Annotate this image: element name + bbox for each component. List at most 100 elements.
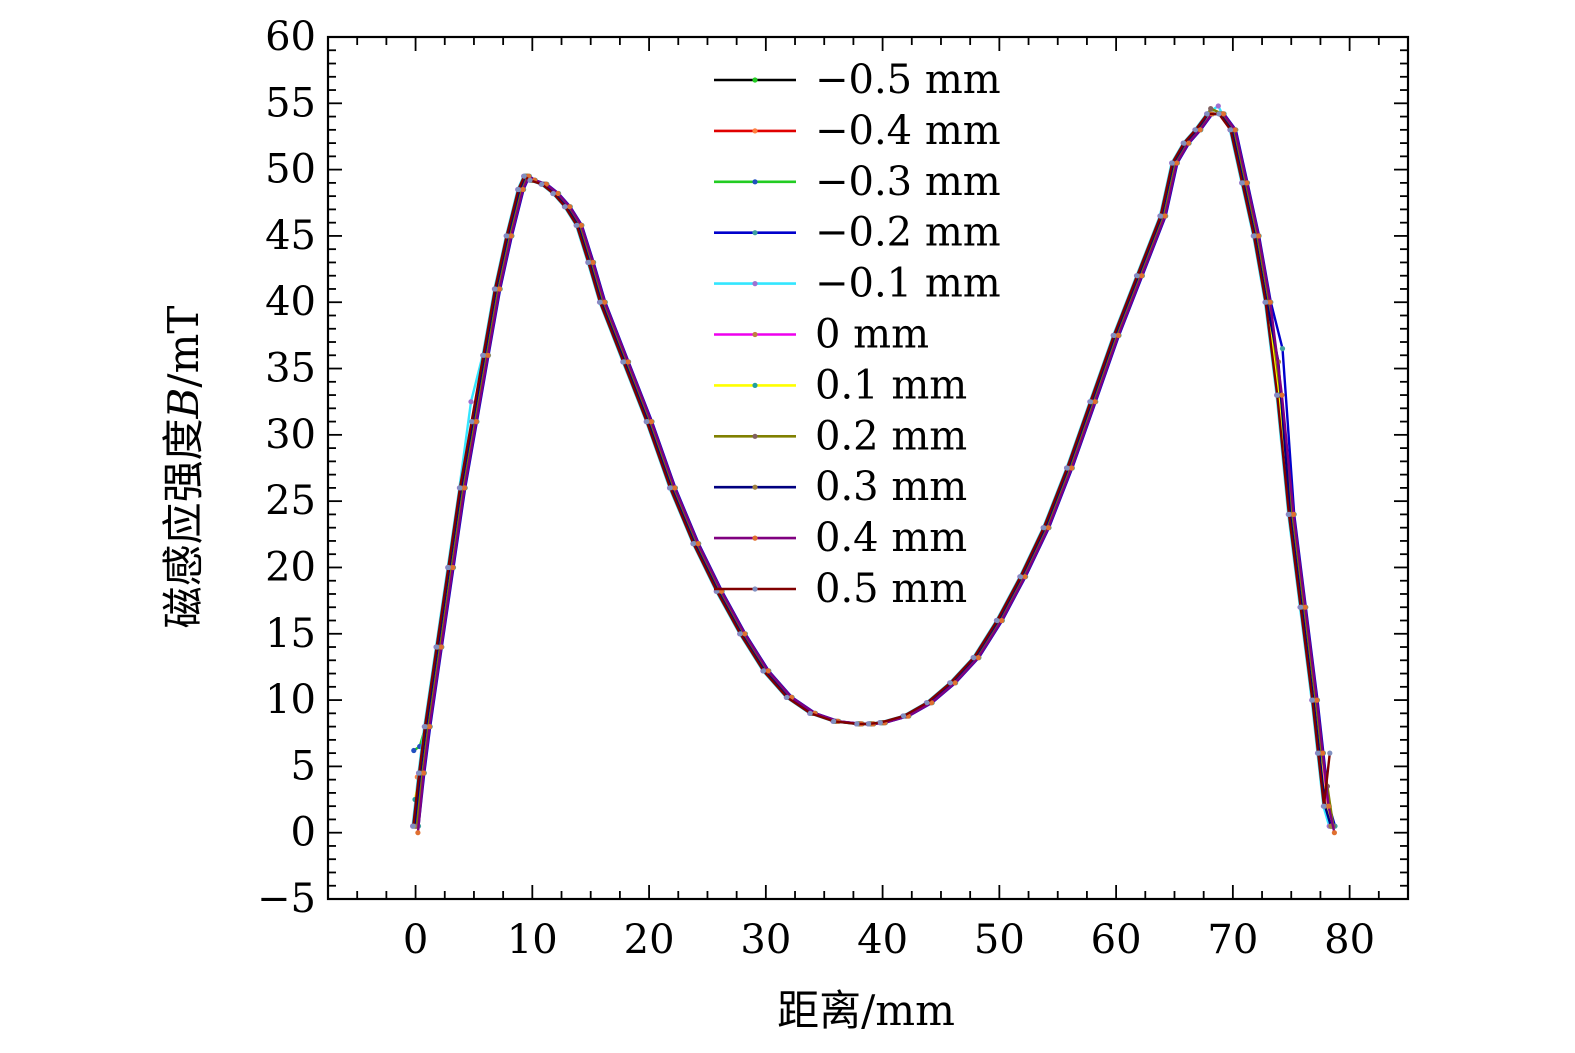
y-tick-label: 10 (265, 677, 316, 723)
y-tick-label: 40 (265, 279, 316, 325)
legend-item: −0.4 mm (714, 108, 1001, 154)
data-point (1274, 392, 1280, 398)
data-point (597, 299, 603, 305)
data-point (485, 352, 491, 358)
data-point (1139, 273, 1145, 279)
data-point (1181, 140, 1187, 146)
legend-label: 0.2 mm (815, 413, 967, 459)
x-tick-label: 0 (403, 917, 428, 963)
data-point (1208, 106, 1214, 112)
legend-marker (752, 128, 758, 134)
legend-item: 0.3 mm (714, 464, 967, 510)
legend-item: −0.5 mm (714, 57, 1001, 103)
x-tick-label: 10 (507, 917, 558, 963)
data-point (1315, 750, 1321, 756)
legend-label: 0.5 mm (815, 566, 967, 612)
data-point (737, 631, 743, 637)
legend-marker (752, 484, 758, 490)
x-tick-label: 20 (624, 917, 675, 963)
y-axis-label: 磁感应强度B/mT (159, 306, 208, 629)
x-tick-label: 60 (1091, 917, 1142, 963)
data-point (1263, 299, 1269, 305)
data-point (421, 770, 427, 776)
data-point (831, 718, 837, 724)
legend-marker (752, 586, 758, 592)
legend-label: −0.1 mm (815, 261, 1001, 307)
data-point (994, 617, 1000, 624)
data-point (866, 721, 872, 727)
legend-marker (752, 77, 758, 83)
data-point (1197, 127, 1203, 133)
legend-item: 0.2 mm (714, 413, 967, 459)
data-point (1251, 233, 1257, 239)
data-point (1320, 750, 1326, 756)
legend-marker (752, 433, 758, 439)
y-tick-label: −5 (257, 876, 316, 922)
data-point (492, 286, 498, 292)
data-point (877, 720, 883, 726)
data-point (450, 564, 456, 571)
data-point (480, 352, 486, 358)
data-point (574, 222, 580, 228)
legend-marker (752, 281, 758, 287)
plot-frame (326, 35, 1410, 901)
tick-labels: 0 10 20 30 40 50 60 70 80 −5 0 5 10 15 20 25 30 35 40 45 50 5… (257, 14, 1375, 963)
data-point (422, 724, 428, 730)
legend-item: 0.1 mm (714, 362, 967, 408)
data-point (1169, 160, 1175, 166)
data-point (625, 359, 631, 365)
data-point (1309, 697, 1315, 703)
data-point (742, 631, 748, 637)
y-axis-label-unit: /mT (159, 306, 208, 388)
data-point (1134, 273, 1140, 279)
data-point (667, 485, 673, 491)
legend-label: 0.3 mm (815, 464, 967, 510)
legend-item: 0 mm (714, 312, 929, 358)
legend-label: −0.2 mm (815, 210, 1001, 256)
data-point (999, 617, 1005, 624)
data-point (590, 259, 596, 265)
data-point (416, 770, 422, 776)
data-point (690, 541, 697, 547)
data-point (1216, 111, 1222, 117)
data-point (1227, 127, 1234, 133)
data-point (504, 233, 510, 239)
data-point (1174, 160, 1180, 166)
data-point (1111, 332, 1117, 338)
legend-label: 0.4 mm (815, 515, 967, 561)
data-point (1064, 465, 1070, 471)
legend-label: −0.4 mm (815, 108, 1001, 154)
data-point (1244, 180, 1250, 186)
data-point (1239, 180, 1245, 186)
data-point (555, 190, 561, 197)
data-point (854, 721, 860, 727)
data-point (562, 204, 568, 210)
data-point (438, 644, 444, 650)
data-point (924, 700, 930, 706)
data-point (1331, 830, 1337, 836)
data-point (473, 419, 479, 425)
data-point (1157, 213, 1164, 219)
data-point (1069, 465, 1075, 471)
data-point (1041, 525, 1047, 531)
data-point (508, 233, 514, 239)
legend-marker (752, 230, 758, 236)
legend-marker (752, 382, 758, 388)
data-point (765, 668, 771, 674)
y-tick-label: 20 (265, 544, 316, 590)
data-point (695, 541, 701, 547)
legend-label: 0.1 mm (815, 362, 967, 408)
data-point (620, 359, 627, 365)
axis-ticks (328, 36, 1409, 900)
data-point (1192, 127, 1199, 133)
data-point (1326, 803, 1332, 809)
legend-marker (752, 331, 758, 338)
data-point (971, 655, 977, 661)
data-point (515, 186, 521, 193)
data-point (1092, 399, 1098, 405)
y-tick-label: 60 (265, 14, 316, 60)
data-point (1017, 574, 1024, 580)
data-point (1279, 346, 1286, 352)
data-point (602, 299, 608, 305)
x-tick-label: 70 (1207, 917, 1258, 963)
